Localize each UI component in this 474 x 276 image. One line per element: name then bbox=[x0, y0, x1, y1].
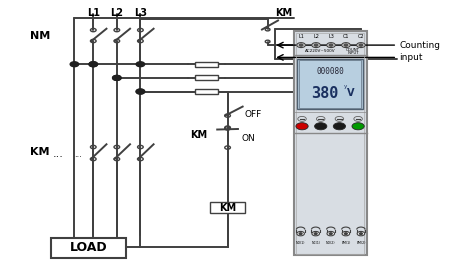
Text: KM: KM bbox=[219, 203, 236, 213]
Circle shape bbox=[312, 43, 320, 47]
Text: ...: ... bbox=[74, 150, 82, 159]
Circle shape bbox=[136, 89, 145, 94]
Text: 000080: 000080 bbox=[316, 67, 344, 76]
Text: L1: L1 bbox=[298, 34, 304, 39]
Circle shape bbox=[342, 43, 350, 47]
Circle shape bbox=[317, 116, 325, 121]
Text: V: V bbox=[347, 88, 355, 98]
Circle shape bbox=[345, 233, 347, 234]
Bar bbox=[299, 60, 361, 108]
Text: AC220V~500V: AC220V~500V bbox=[305, 49, 336, 53]
Circle shape bbox=[70, 62, 79, 67]
Text: LOAD: LOAD bbox=[70, 242, 108, 254]
Bar bbox=[297, 59, 363, 109]
Bar bbox=[293, 31, 366, 256]
Text: input: input bbox=[400, 53, 423, 62]
Text: C2: C2 bbox=[358, 34, 364, 39]
Circle shape bbox=[312, 232, 319, 236]
Bar bbox=[195, 89, 218, 94]
Text: NC(1): NC(1) bbox=[311, 241, 320, 245]
Circle shape bbox=[359, 233, 362, 234]
Text: y: y bbox=[344, 84, 347, 89]
Text: INPUT: INPUT bbox=[348, 51, 359, 55]
Circle shape bbox=[314, 44, 318, 46]
Text: COUNT: COUNT bbox=[346, 48, 359, 52]
Text: Counting: Counting bbox=[400, 41, 440, 50]
Circle shape bbox=[298, 116, 306, 121]
Circle shape bbox=[89, 62, 98, 67]
Circle shape bbox=[335, 116, 344, 121]
Circle shape bbox=[89, 62, 98, 67]
Text: NO(2): NO(2) bbox=[326, 241, 336, 245]
Text: KM: KM bbox=[275, 8, 292, 18]
Text: KM: KM bbox=[190, 130, 207, 140]
Text: NO(1): NO(1) bbox=[296, 241, 305, 245]
Text: C1: C1 bbox=[343, 34, 349, 39]
Circle shape bbox=[297, 43, 305, 47]
Circle shape bbox=[344, 44, 348, 46]
Circle shape bbox=[113, 75, 121, 80]
Circle shape bbox=[359, 44, 363, 46]
Circle shape bbox=[357, 232, 365, 236]
Circle shape bbox=[113, 75, 121, 80]
Circle shape bbox=[136, 89, 145, 94]
Text: L2: L2 bbox=[110, 8, 123, 18]
Text: L3: L3 bbox=[134, 8, 147, 18]
Circle shape bbox=[329, 44, 333, 46]
Bar bbox=[195, 75, 218, 80]
Circle shape bbox=[314, 233, 317, 234]
Text: L3: L3 bbox=[328, 34, 334, 39]
Circle shape bbox=[299, 44, 303, 46]
Text: ON: ON bbox=[242, 134, 255, 142]
Circle shape bbox=[299, 233, 302, 234]
Circle shape bbox=[352, 123, 364, 130]
Text: KM: KM bbox=[30, 147, 49, 157]
Text: EM(2): EM(2) bbox=[356, 241, 365, 245]
Circle shape bbox=[354, 116, 362, 121]
Circle shape bbox=[327, 43, 335, 47]
Text: L1: L1 bbox=[87, 8, 100, 18]
Circle shape bbox=[329, 233, 332, 234]
Bar bbox=[195, 62, 218, 67]
Text: L2: L2 bbox=[313, 34, 319, 39]
Text: OFF: OFF bbox=[244, 110, 261, 119]
Bar bbox=[296, 33, 364, 254]
Circle shape bbox=[136, 62, 145, 67]
Text: ...: ... bbox=[52, 149, 63, 160]
Bar bbox=[51, 238, 126, 258]
Circle shape bbox=[342, 232, 350, 236]
Circle shape bbox=[315, 123, 327, 130]
Text: EM(1): EM(1) bbox=[341, 241, 351, 245]
Circle shape bbox=[357, 43, 365, 47]
Text: NM: NM bbox=[30, 31, 50, 41]
Circle shape bbox=[296, 123, 308, 130]
Circle shape bbox=[327, 232, 335, 236]
Bar bbox=[210, 203, 245, 213]
Circle shape bbox=[333, 123, 346, 130]
Circle shape bbox=[297, 232, 304, 236]
Text: 380: 380 bbox=[311, 86, 338, 101]
